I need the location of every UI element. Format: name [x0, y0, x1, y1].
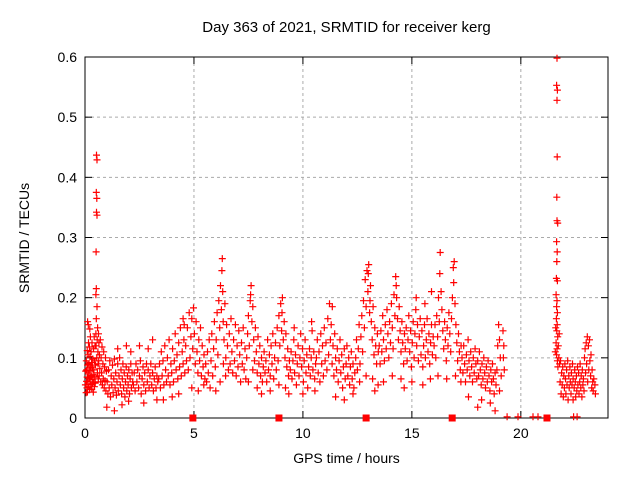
- square-marker: [543, 414, 551, 422]
- scatter-points-srmtid-points: [81, 54, 599, 421]
- scatter-points-baseline-markers: [189, 414, 551, 422]
- x-axis-label: GPS time / hours: [293, 450, 400, 466]
- y-tick-label: 0.1: [58, 350, 78, 366]
- y-tick-label: 0.5: [58, 109, 78, 125]
- square-marker: [362, 414, 370, 422]
- x-tick-label: 20: [513, 425, 529, 441]
- y-tick-label: 0.2: [58, 290, 78, 306]
- plot-title: Day 363 of 2021, SRMTID for receiver ker…: [202, 19, 491, 36]
- tick-labels: 0 5 10 15 20 0 0.1 0.2 0.3 0.4 0.5 0.6: [58, 49, 529, 441]
- y-tick-label: 0.6: [58, 49, 78, 65]
- square-marker: [189, 414, 197, 422]
- square-marker: [275, 414, 283, 422]
- y-tick-label: 0: [69, 410, 77, 426]
- x-tick-label: 0: [81, 425, 89, 441]
- x-tick-label: 10: [295, 425, 311, 441]
- y-tick-label: 0.4: [58, 169, 78, 185]
- y-tick-label: 0.3: [58, 230, 78, 246]
- x-tick-label: 5: [190, 425, 198, 441]
- x-tick-label: 15: [404, 425, 420, 441]
- square-marker: [448, 414, 456, 422]
